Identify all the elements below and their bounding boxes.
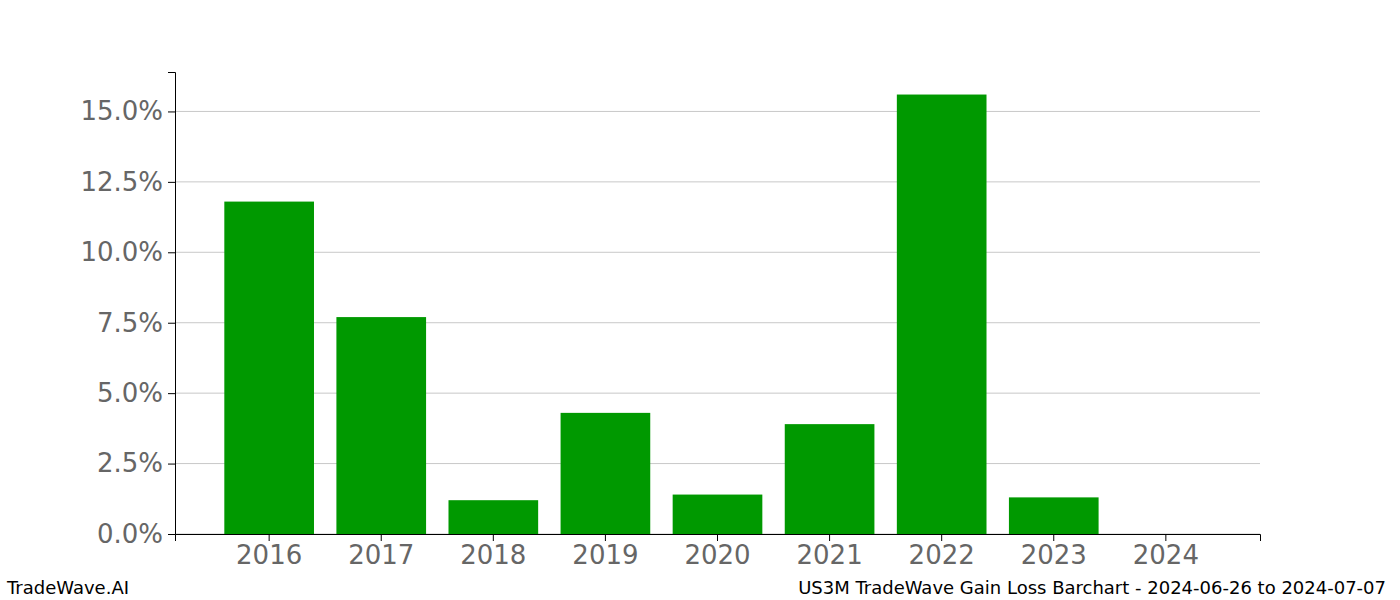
x-tick-label: 2024 — [1133, 540, 1199, 570]
x-tick: 2022 — [909, 534, 975, 570]
watermark: TradeWave.AI — [6, 577, 129, 598]
bar — [224, 202, 314, 534]
y-tick: 0.0% — [97, 519, 175, 549]
x-axis: 2016 2017 2018 2019 2020 2021 2022 2023 2024 — [176, 534, 1261, 570]
y-tick-mark — [168, 182, 175, 183]
bar — [561, 413, 651, 534]
y-tick: 5.0% — [97, 378, 175, 408]
bar — [785, 424, 875, 534]
bar — [1121, 534, 1211, 535]
y-tick: 7.5% — [97, 308, 175, 338]
y-axis: 0.0% 2.5% 5.0% 7.5% 10.0% 12.5% 15.0% — [80, 73, 175, 549]
bar — [448, 500, 538, 534]
y-tick-mark — [168, 464, 175, 465]
x-tick-label: 2017 — [348, 540, 414, 570]
x-tick-label: 2019 — [572, 540, 638, 570]
x-tick: 2023 — [1021, 534, 1087, 570]
x-tick: 2019 — [572, 534, 638, 570]
plot: 0.0%2.5%5.0%7.5%10.0%12.5%15.0%201620172… — [80, 73, 1260, 571]
y-tick-label: 15.0% — [80, 96, 163, 126]
chart: 0.0%2.5%5.0%7.5%10.0%12.5%15.0%201620172… — [0, 0, 1400, 600]
y-tick-label: 0.0% — [97, 519, 163, 549]
y-tick-label: 5.0% — [97, 378, 163, 408]
bars — [224, 95, 1098, 534]
x-tick: 2017 — [348, 534, 414, 570]
y-tick: 15.0% — [80, 96, 175, 126]
x-tick-label: 2018 — [460, 540, 526, 570]
grid — [175, 111, 1260, 534]
y-tick-label: 10.0% — [80, 237, 163, 267]
x-tick-label: 2022 — [909, 540, 975, 570]
y-tick-mark — [168, 252, 175, 253]
y-tick: 10.0% — [80, 237, 175, 267]
y-tick-label: 12.5% — [80, 167, 163, 197]
bar — [336, 317, 426, 534]
x-tick-label: 2021 — [797, 540, 863, 570]
y-tick-mark — [168, 534, 175, 535]
x-tick-label: 2020 — [684, 540, 750, 570]
grid-line — [175, 252, 1260, 253]
y-tick-mark — [168, 323, 175, 324]
x-tick-label: 2016 — [236, 540, 302, 570]
y-tick-mark — [168, 393, 175, 394]
bar — [897, 95, 987, 534]
x-tick: 2016 — [236, 534, 302, 570]
grid-line — [175, 111, 1260, 112]
y-axis-line — [168, 73, 176, 535]
title: US3M TradeWave Gain Loss Barchart - 2024… — [798, 577, 1386, 598]
y-tick: 12.5% — [80, 167, 175, 197]
y-tick-label: 7.5% — [97, 308, 163, 338]
x-tick-label: 2023 — [1021, 540, 1087, 570]
grid-line — [175, 181, 1260, 182]
y-tick-mark — [168, 111, 175, 112]
x-tick: 2020 — [684, 534, 750, 570]
bar — [1009, 497, 1099, 534]
bar — [673, 495, 763, 534]
y-tick-label: 2.5% — [97, 448, 163, 478]
y-tick: 2.5% — [97, 448, 175, 478]
x-tick: 2024 — [1133, 534, 1199, 570]
x-tick: 2021 — [797, 534, 863, 570]
x-tick: 2018 — [460, 534, 526, 570]
